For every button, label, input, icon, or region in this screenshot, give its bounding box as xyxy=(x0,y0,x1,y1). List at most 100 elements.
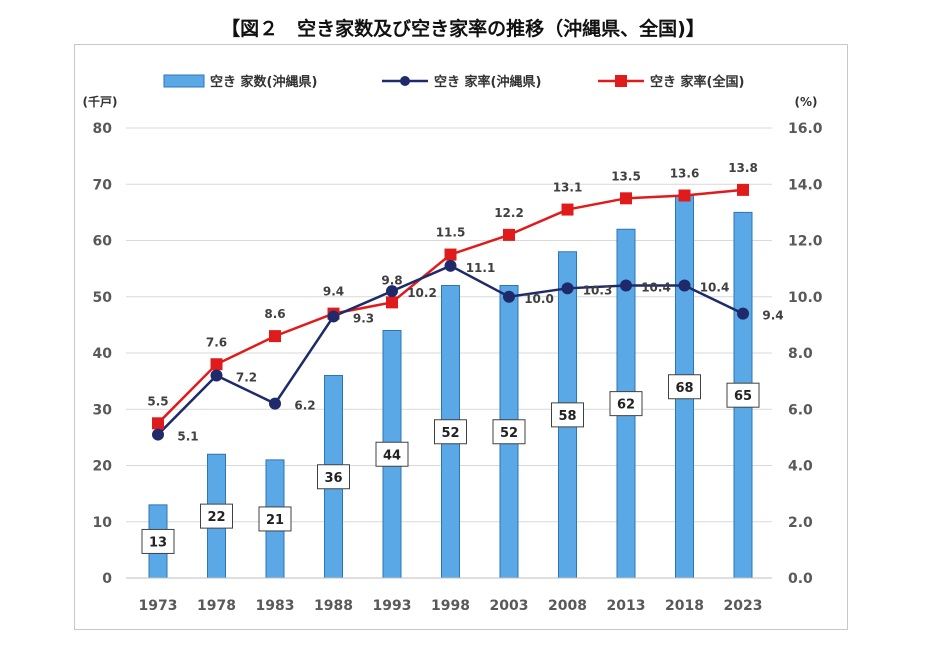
right-tick-label: 2.0 xyxy=(788,515,813,531)
right-tick-label: 8.0 xyxy=(788,346,813,362)
left-tick-label: 20 xyxy=(93,459,113,475)
point-marker-national xyxy=(386,296,398,309)
bar-value-box xyxy=(317,464,350,490)
left-tick-label: 10 xyxy=(93,515,113,531)
point-marker-okinawa xyxy=(444,259,457,272)
bar-value-box xyxy=(141,528,175,554)
point-marker-okinawa xyxy=(269,397,281,410)
legend-label-national: 空き 家率(全国) xyxy=(650,74,744,90)
point-marker-national xyxy=(269,330,281,343)
left-tick-label: 0 xyxy=(102,571,112,587)
right-tick-label: 6.0 xyxy=(788,402,813,418)
legend-swatch-okinawa-marker xyxy=(400,76,410,86)
point-marker-national xyxy=(444,248,457,261)
point-marker-national xyxy=(737,183,749,196)
point-marker-national xyxy=(620,192,632,205)
okinawa-rate-label: 9.4 xyxy=(762,309,783,323)
line-series xyxy=(152,183,749,441)
okinawa-rate-label: 10.4 xyxy=(700,281,730,295)
point-marker-national xyxy=(561,203,574,216)
bar-value-box xyxy=(609,391,643,417)
bar-value-label: 62 xyxy=(617,398,635,413)
left-tick-label: 80 xyxy=(93,121,113,137)
national-rate-label: 13.8 xyxy=(728,161,758,175)
national-rate-label: 11.5 xyxy=(436,226,466,240)
point-marker-okinawa xyxy=(386,285,398,298)
figure-title: 【図２ 空き家数及び空き家率の推移（沖縄県、全国)】 xyxy=(221,18,705,40)
okinawa-rate-label: 11.1 xyxy=(466,261,496,275)
right-tick-label: 14.0 xyxy=(788,177,823,193)
x-tick-label: 2023 xyxy=(724,598,763,614)
point-marker-okinawa xyxy=(210,369,223,382)
point-marker-national xyxy=(678,189,691,202)
left-tick-label: 50 xyxy=(93,290,113,306)
right-tick-label: 10.0 xyxy=(788,290,823,306)
left-tick-label: 60 xyxy=(93,234,113,250)
bar-value-label: 68 xyxy=(675,381,693,396)
point-marker-okinawa xyxy=(737,307,749,320)
bar-value-label: 65 xyxy=(734,389,752,404)
legend-label-bars: 空き 家数(沖縄県) xyxy=(210,74,317,90)
bar-value-box xyxy=(668,374,701,400)
national-rate-label: 5.5 xyxy=(147,394,168,408)
bar-value-label: 21 xyxy=(266,513,284,528)
bar-value-box xyxy=(492,419,526,445)
bar-value-label: 52 xyxy=(441,426,459,441)
bar-value-box xyxy=(551,402,584,428)
point-marker-okinawa xyxy=(620,279,632,292)
okinawa-rate-label: 10.4 xyxy=(641,281,671,295)
right-tick-label: 4.0 xyxy=(788,459,813,475)
bar-value-box xyxy=(375,441,409,467)
okinawa-rate-label: 10.3 xyxy=(583,283,613,297)
point-marker-national xyxy=(503,228,515,241)
x-tick-label: 1993 xyxy=(373,598,412,614)
x-tick-label: 1998 xyxy=(431,598,470,614)
point-marker-okinawa xyxy=(327,310,340,323)
x-tick-label: 1978 xyxy=(197,598,236,614)
point-marker-national xyxy=(152,417,164,430)
bar-value-box xyxy=(434,419,467,445)
bar-value-label: 36 xyxy=(324,471,342,486)
x-tick-label: 2013 xyxy=(607,598,646,614)
national-rate-label: 8.6 xyxy=(264,307,285,321)
axes: 0 0.0 10 2.0 20 4.0 30 6.0 40 8.0 50 10.0 60 12.0 70 14… xyxy=(83,94,823,614)
x-tick-label: 1983 xyxy=(256,598,295,614)
national-rate-label: 13.1 xyxy=(553,181,583,195)
right-tick-label: 12.0 xyxy=(788,234,823,250)
bar-value-box xyxy=(200,503,233,529)
bar-value-label: 44 xyxy=(383,448,401,463)
x-tick-label: 1988 xyxy=(314,598,353,614)
national-rate-label: 13.6 xyxy=(670,167,700,181)
okinawa-rate-label: 6.2 xyxy=(294,399,315,413)
okinawa-rate-label: 10.2 xyxy=(407,286,437,300)
x-tick-label: 1973 xyxy=(139,598,178,614)
data-labels: 13 22 21 36 44 52 52 58 62 68 65 5.5 7.6 8.6 9.4 9.8 11.… xyxy=(141,161,784,554)
left-tick-label: 40 xyxy=(93,346,113,362)
left-tick-label: 30 xyxy=(93,402,113,418)
chart-frame xyxy=(74,44,848,630)
okinawa-rate-label: 10.0 xyxy=(524,292,554,306)
okinawa-rate-label: 5.1 xyxy=(177,430,198,444)
x-tick-label: 2018 xyxy=(665,598,704,614)
legend-swatch-bars xyxy=(163,74,205,88)
bar-value-box xyxy=(258,506,292,532)
point-marker-okinawa xyxy=(678,279,691,292)
national-rate-label: 13.5 xyxy=(611,169,641,183)
legend: 空き 家数(沖縄県) 空き 家率(沖縄県) 空き 家率(全国) xyxy=(163,74,744,90)
national-rate-label: 7.6 xyxy=(206,335,227,349)
legend-label-okinawa: 空き 家率(沖縄県) xyxy=(434,74,541,90)
right-tick-label: 0.0 xyxy=(788,571,813,587)
point-marker-okinawa xyxy=(561,282,574,295)
bar-value-label: 52 xyxy=(500,426,518,441)
okinawa-rate-label: 9.3 xyxy=(353,311,374,325)
national-rate-label: 9.4 xyxy=(323,285,344,299)
bar-value-label: 13 xyxy=(149,535,167,550)
bar-value-label: 58 xyxy=(558,409,576,424)
right-tick-label: 16.0 xyxy=(788,121,823,137)
point-marker-national xyxy=(210,358,223,371)
x-tick-label: 2008 xyxy=(548,598,587,614)
right-axis-unit: (%) xyxy=(795,95,818,109)
legend-swatch-national-marker xyxy=(615,75,627,87)
point-marker-okinawa xyxy=(152,428,164,441)
